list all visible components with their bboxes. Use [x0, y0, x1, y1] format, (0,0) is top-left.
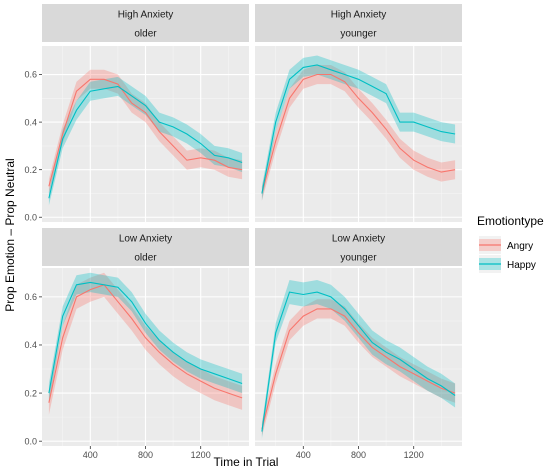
- y-tick-label: 0.0: [24, 212, 37, 222]
- x-tick-label: 800: [138, 450, 153, 460]
- ribbon-angry: [48, 69, 243, 194]
- series-line-angry: [48, 78, 243, 187]
- strip-bottom-bg: [42, 23, 249, 42]
- strip-top-bg: [255, 4, 462, 23]
- series-line-angry: [261, 308, 456, 430]
- legend-title: Emotiontype: [477, 214, 544, 228]
- x-tick-label: 1200: [404, 450, 424, 460]
- strip-top-label: Low Anxiety: [332, 234, 385, 245]
- x-tick-label: 800: [351, 450, 366, 460]
- legend: Emotiontype Angry Happy: [477, 214, 544, 273]
- strip-top-bg: [42, 4, 249, 23]
- ribbon-angry: [261, 65, 456, 201]
- strip-top-bg: [255, 228, 462, 247]
- strip-top-label: High Anxiety: [331, 10, 387, 21]
- ribbon-happy: [261, 280, 456, 439]
- strip-bottom-bg: [255, 23, 462, 42]
- series-line-happy: [48, 281, 243, 394]
- series-line-happy: [261, 64, 456, 194]
- legend-label-angry: Angry: [507, 241, 533, 252]
- ribbon-happy: [48, 272, 243, 403]
- strip-bottom-label: younger: [340, 253, 377, 264]
- strip-bottom-bg: [255, 247, 462, 266]
- strip-top-bg: [42, 228, 249, 247]
- ribbon-angry: [48, 272, 243, 415]
- panel-1: High Anxiety younger: [255, 4, 462, 222]
- y-tick-label: 0.2: [24, 388, 37, 398]
- series-line-angry: [261, 73, 456, 194]
- panel-0: High Anxiety older 0.0 0.2 0.4 0.6: [24, 4, 249, 222]
- y-tick-label: 0.4: [24, 117, 37, 127]
- strip-top-label: Low Anxiety: [119, 234, 172, 245]
- y-tick-label: 0.4: [24, 340, 37, 350]
- strip-bottom-label: older: [134, 253, 157, 264]
- ribbon-happy: [48, 76, 243, 206]
- y-axis-title: Prop Emotion – Prop Neutral: [3, 158, 17, 311]
- strip-bottom-label: younger: [340, 29, 377, 40]
- x-axis-title: Time in Trial: [214, 455, 279, 469]
- y-tick-label: 0.6: [24, 70, 37, 80]
- series-line-happy: [261, 291, 456, 432]
- y-tick-label: 0.0: [24, 436, 37, 446]
- y-tick-label: 0.2: [24, 165, 37, 175]
- strip-top-label: High Anxiety: [118, 10, 174, 21]
- series-line-angry: [48, 284, 243, 403]
- x-tick-label: 1200: [191, 450, 211, 460]
- legend-label-happy: Happy: [507, 260, 536, 271]
- panel-3: Low Anxiety younger 400 800 1200: [255, 228, 462, 460]
- ribbon-angry: [261, 299, 456, 437]
- strip-bottom-label: older: [134, 29, 157, 40]
- y-tick-label: 0.6: [24, 292, 37, 302]
- strip-bottom-bg: [42, 247, 249, 266]
- series-line-happy: [48, 85, 243, 199]
- panel-2: Low Anxiety older 0.0 0.2 0.4 0.6 400 800 1200: [24, 228, 249, 460]
- x-tick-label: 400: [83, 450, 98, 460]
- x-tick-label: 400: [296, 450, 311, 460]
- legend-key-happy: [479, 255, 501, 273]
- legend-key-angry: [479, 236, 501, 254]
- ribbon-happy: [261, 55, 456, 201]
